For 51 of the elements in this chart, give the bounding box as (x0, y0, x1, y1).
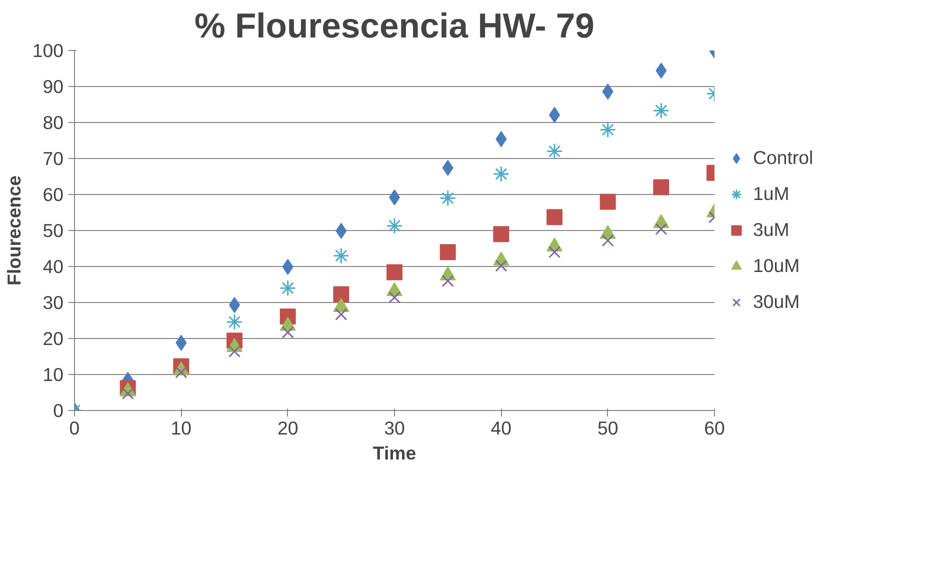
point (602, 234, 614, 247)
y-axis-title: Flourecence (3, 176, 24, 286)
point (493, 226, 510, 242)
point (655, 223, 668, 236)
point (280, 280, 296, 296)
legend-label: 10uM (753, 255, 800, 277)
point (440, 190, 456, 206)
point (442, 274, 454, 287)
point (652, 102, 670, 119)
y-tick-label: 80 (42, 112, 64, 133)
y-tick-label: 20 (42, 328, 64, 349)
point (386, 218, 403, 234)
point (226, 314, 243, 330)
point (600, 121, 616, 138)
y-tick-label: 40 (42, 256, 64, 277)
x-tick-label: 30 (384, 418, 405, 438)
x-tick-label: 40 (490, 418, 512, 438)
point (548, 246, 561, 258)
point (546, 209, 562, 226)
legend-label: Control (753, 147, 814, 169)
point (333, 286, 350, 302)
y-tick-label: 70 (42, 148, 64, 169)
x-tick-label: 20 (277, 418, 298, 438)
y-tick-label: 10 (42, 364, 64, 385)
y-tick-label: 60 (42, 184, 64, 205)
point (495, 260, 508, 272)
x-tick-label: 0 (69, 418, 80, 438)
y-tick-label: 90 (42, 76, 64, 97)
legend-label: 1uM (753, 183, 790, 205)
chart-title: % Flourescencia HW- 79 (194, 8, 594, 46)
legend-label: 30uM (753, 291, 800, 313)
point (388, 291, 401, 304)
y-tick-label: 0 (53, 400, 64, 421)
point (386, 264, 402, 280)
point (228, 345, 241, 358)
point (440, 244, 456, 260)
point (335, 308, 348, 320)
y-tick-label: 30 (42, 292, 64, 313)
point (332, 247, 350, 264)
point (546, 143, 563, 160)
x-axis-title: Time (372, 442, 416, 464)
y-tick-label: 50 (42, 220, 64, 241)
x-tick-label: 50 (597, 418, 618, 438)
y-tick-label: 100 (32, 40, 64, 61)
x-tick-label: 10 (170, 418, 192, 438)
point (282, 326, 294, 338)
point (653, 179, 670, 196)
point (492, 166, 510, 182)
point (600, 194, 616, 210)
legend-label: 3uM (753, 219, 790, 241)
x-tick-label: 60 (704, 418, 725, 438)
